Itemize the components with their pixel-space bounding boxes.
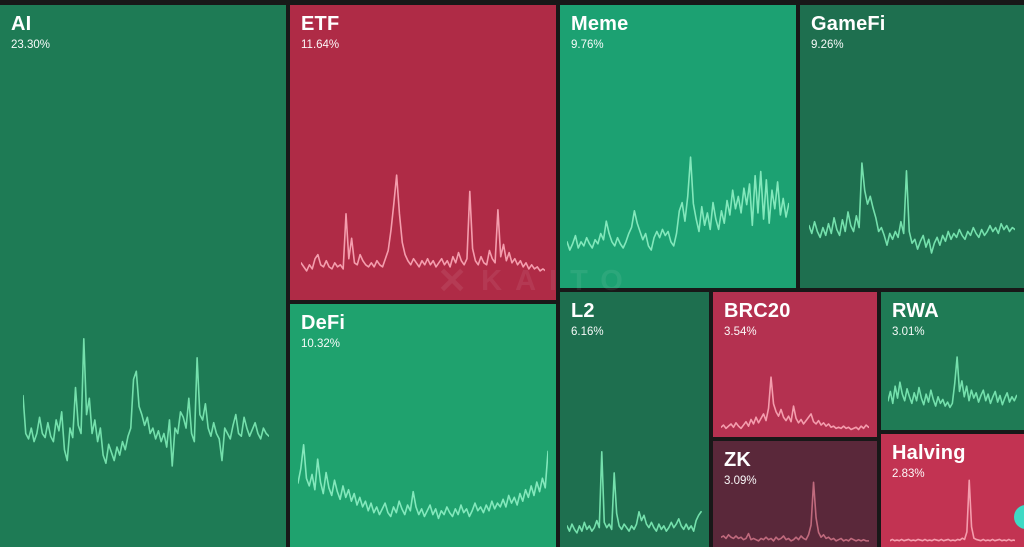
- tile-title: AI: [11, 13, 32, 35]
- sparkline: [567, 450, 701, 542]
- treemap-tile-brc20[interactable]: BRC20 3.54%: [713, 292, 877, 437]
- tile-title: BRC20: [724, 300, 791, 322]
- treemap-tile-meme[interactable]: Meme 9.76%: [560, 5, 796, 288]
- sparkline: [809, 161, 1015, 263]
- tile-value: 11.64%: [301, 39, 340, 51]
- floating-action-button[interactable]: [1014, 505, 1024, 529]
- tile-value: 3.54%: [724, 326, 757, 338]
- treemap-tile-gamefi[interactable]: GameFi 9.26%: [800, 5, 1024, 288]
- treemap-tile-etf[interactable]: ETF 11.64%: [290, 5, 556, 300]
- tile-title: GameFi: [811, 13, 886, 35]
- tile-title: DeFi: [301, 312, 346, 334]
- tile-title: Halving: [892, 442, 966, 464]
- treemap-tile-rwa[interactable]: RWA 3.01%: [881, 292, 1024, 430]
- treemap-tile-halving[interactable]: Halving 2.83%: [881, 434, 1024, 547]
- sparkline: [301, 173, 546, 279]
- sparkline: [721, 376, 869, 434]
- tile-title: ZK: [724, 449, 752, 471]
- treemap-tile-ai[interactable]: AI 23.30%: [0, 5, 286, 547]
- tile-value: 9.76%: [571, 39, 604, 51]
- sparkline: [567, 155, 789, 263]
- tile-value: 10.32%: [301, 338, 341, 350]
- sparkline: [721, 481, 869, 545]
- sparkline: [890, 479, 1016, 545]
- tile-value: 3.09%: [724, 475, 757, 487]
- tile-value: 2.83%: [892, 468, 925, 480]
- tile-title: Meme: [571, 13, 629, 35]
- tile-title: RWA: [892, 300, 939, 322]
- tile-value: 6.16%: [571, 326, 604, 338]
- sparkline: [888, 353, 1017, 422]
- tile-value: 3.01%: [892, 326, 925, 338]
- treemap-tile-defi[interactable]: DeFi 10.32%: [290, 304, 556, 547]
- tile-value: 23.30%: [11, 39, 51, 51]
- sparkline: [298, 438, 548, 538]
- tile-value: 9.26%: [811, 39, 844, 51]
- sparkline: [23, 336, 269, 477]
- tile-title: ETF: [301, 13, 340, 35]
- treemap-tile-l2[interactable]: L2 6.16%: [560, 292, 709, 547]
- tile-title: L2: [571, 300, 595, 322]
- treemap-tile-zk[interactable]: ZK 3.09%: [713, 441, 877, 547]
